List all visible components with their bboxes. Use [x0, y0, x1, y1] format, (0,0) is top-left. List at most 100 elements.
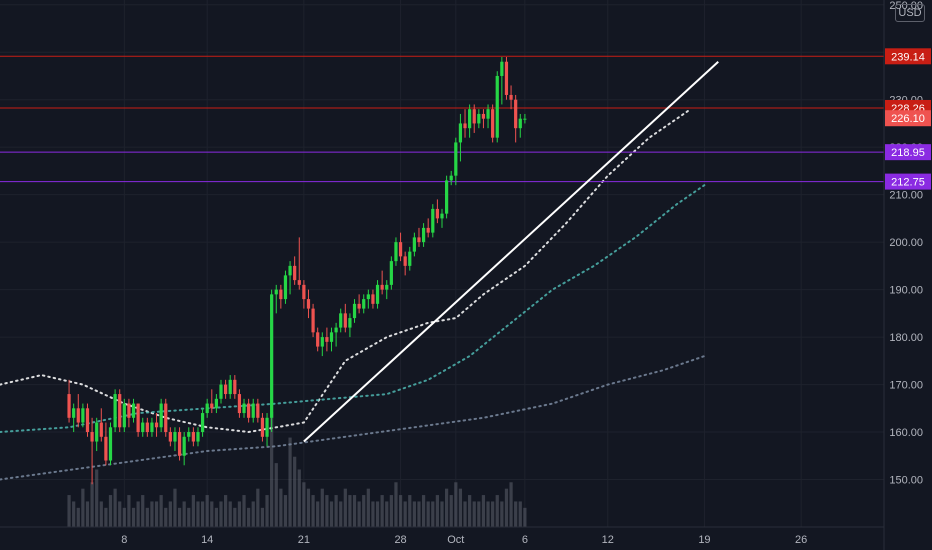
price-level-label: 212.75 [891, 177, 925, 189]
volume-bar [187, 507, 191, 527]
volume-bar [228, 501, 232, 527]
candle-down [247, 403, 251, 418]
volume-bar [297, 469, 301, 527]
volume-bar [104, 507, 108, 527]
volume-bar [251, 501, 255, 527]
candle-up [113, 394, 117, 428]
candle-down [417, 237, 421, 243]
candle-down [504, 61, 509, 95]
candle-up [329, 332, 334, 342]
volume-bar [343, 488, 347, 527]
candle-down [325, 337, 329, 342]
volume-bar [325, 495, 329, 527]
volume-bar [463, 501, 467, 527]
candle-down [435, 208, 440, 219]
volume-bar [472, 501, 476, 527]
candle-down [223, 384, 228, 395]
candle-up [173, 432, 177, 442]
time-tick-label: 6 [522, 534, 528, 546]
volume-bar [366, 488, 370, 527]
candle-down [118, 394, 122, 428]
volume-bar [159, 495, 163, 527]
candle-up [375, 284, 380, 304]
volume-bar [408, 495, 412, 527]
volume-bar [200, 501, 205, 527]
horizontal-levels[interactable] [0, 55, 884, 183]
candle-up [339, 313, 343, 328]
volume-bar [237, 501, 242, 527]
time-tick-label: 26 [795, 534, 807, 546]
volume-bar [444, 488, 449, 527]
volume-bar [67, 495, 71, 527]
candle-down [316, 332, 320, 347]
volume-bar [375, 501, 380, 527]
candle-down [154, 422, 159, 428]
candle-up [187, 432, 191, 437]
candle-down [145, 422, 149, 433]
volume-bar [210, 501, 214, 527]
volume-bar [514, 501, 518, 527]
candle-down [177, 432, 182, 456]
candle-down [256, 403, 260, 418]
volume-bar [509, 482, 513, 527]
volume-bar [293, 456, 297, 527]
time-tick-label: 21 [298, 534, 310, 546]
price-level-tag [885, 173, 931, 190]
volume-bar [265, 495, 269, 527]
candle-up [458, 123, 463, 143]
candle-up [348, 318, 352, 328]
volume-bar [518, 501, 522, 527]
candle-down [164, 403, 168, 433]
volume-bar [288, 437, 292, 527]
trendline[interactable] [303, 60, 719, 443]
candle-up [200, 413, 205, 433]
candle-down [463, 123, 467, 129]
volume-bar [90, 482, 94, 527]
volume-bars [67, 412, 527, 527]
time-axis[interactable]: 8 14 21 28 Oct 6 12 19 26 [0, 526, 884, 546]
volume-bar [177, 507, 182, 527]
price-level-label: 226.10 [891, 113, 925, 125]
volume-bar [122, 507, 126, 527]
volume-bar [85, 501, 90, 527]
candle-down [514, 99, 518, 129]
volume-bar [256, 488, 260, 527]
volume-bar [500, 501, 504, 527]
candle-up [122, 403, 126, 428]
currency-badge[interactable]: USD [895, 4, 925, 22]
candle-up [228, 379, 232, 395]
candle-down [136, 403, 140, 433]
candle-down [398, 242, 403, 257]
candle-up [214, 398, 219, 409]
candle-up [394, 242, 398, 262]
volume-bar [311, 495, 315, 527]
volume-bar [242, 495, 246, 527]
price-level-label: 218.95 [891, 147, 925, 159]
candle-up [320, 337, 324, 347]
time-tick-label: 14 [201, 534, 213, 546]
candle-up [72, 408, 76, 418]
candle-down [302, 284, 306, 300]
candle-up [523, 118, 527, 120]
candle-down [279, 289, 283, 300]
volume-bar [182, 501, 186, 527]
price-tick-label: 160.00 [889, 427, 923, 439]
candle-up [495, 75, 499, 138]
trendline-segment [303, 60, 719, 443]
price-tick-label: 200.00 [889, 237, 923, 249]
volume-bar [81, 488, 85, 527]
volume-bar [260, 507, 265, 527]
candle-up [431, 208, 435, 233]
candle-down [509, 94, 513, 100]
time-tick-label: 28 [394, 534, 406, 546]
candle-down [426, 227, 430, 233]
price-axis[interactable]: 150.00 160.00 170.00 180.00 190.00 200.00 210.… [883, 0, 923, 550]
volume-bar [426, 501, 430, 527]
time-tick-label: 19 [698, 534, 710, 546]
volume-bar [412, 501, 416, 527]
candle-down [104, 436, 108, 461]
candle-up [288, 265, 292, 276]
volume-bar [99, 501, 103, 527]
candle-up [219, 384, 223, 399]
